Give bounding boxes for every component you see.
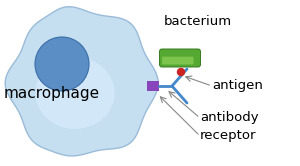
Circle shape [178, 69, 184, 76]
Ellipse shape [35, 37, 89, 91]
Text: antigen: antigen [212, 80, 263, 92]
Polygon shape [5, 7, 158, 156]
Text: antibody: antibody [200, 112, 259, 124]
Text: macrophage: macrophage [4, 86, 100, 101]
FancyBboxPatch shape [162, 57, 194, 65]
Text: bacterium: bacterium [164, 15, 232, 29]
Ellipse shape [35, 57, 115, 129]
FancyBboxPatch shape [146, 81, 158, 91]
Text: receptor: receptor [200, 129, 256, 142]
FancyBboxPatch shape [160, 49, 200, 67]
